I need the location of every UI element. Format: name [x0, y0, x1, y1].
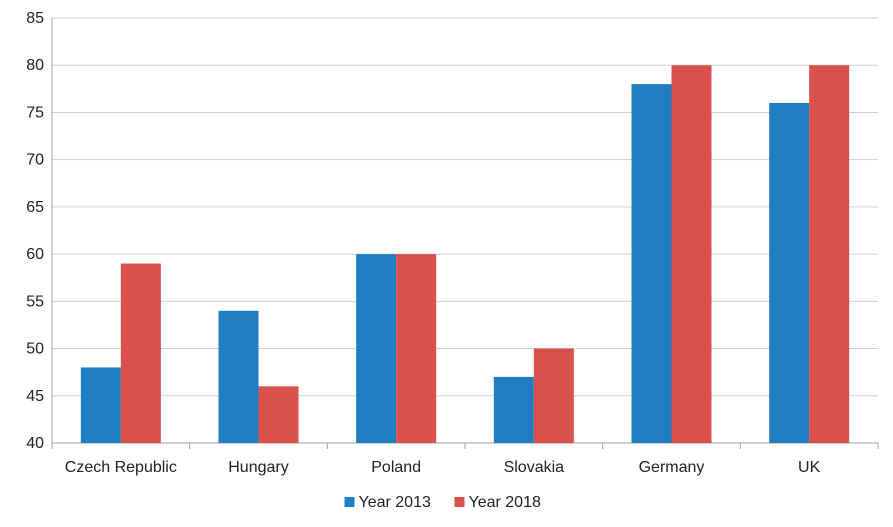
legend-item: Year 2013: [344, 494, 431, 511]
legend-swatch: [454, 497, 465, 507]
bars: [80, 65, 850, 443]
bar-uk-series-1: [809, 65, 850, 443]
x-tick-label: Poland: [371, 459, 421, 476]
legend-swatch: [344, 497, 355, 507]
y-tick-label: 50: [26, 341, 44, 358]
gridlines: [52, 17, 878, 444]
y-tick-label: 70: [26, 152, 44, 169]
bar-slovakia-series-1: [533, 348, 574, 443]
bar-czech-republic-series-1: [120, 263, 161, 443]
bar-hungary-series-0: [218, 310, 259, 443]
x-tick-label: Czech Republic: [65, 459, 177, 476]
y-tick-label: 45: [26, 388, 44, 405]
y-tick-label: 55: [26, 293, 44, 310]
bar-hungary-series-1: [258, 386, 299, 443]
bar-germany-series-1: [671, 65, 712, 443]
x-tick-label: Hungary: [228, 459, 288, 476]
y-tick-label: 65: [26, 199, 44, 216]
legend-label: Year 2018: [469, 494, 541, 511]
bar-poland-series-1: [396, 254, 437, 443]
y-tick-label: 80: [26, 57, 44, 74]
bar-czech-republic-series-0: [80, 367, 121, 443]
y-tick-label: 85: [26, 10, 44, 27]
bar-poland-series-0: [356, 254, 397, 443]
legend-item: Year 2018: [454, 494, 541, 511]
bar-slovakia-series-0: [493, 376, 534, 443]
x-tick-label: Germany: [639, 459, 705, 476]
y-tick-label: 60: [26, 246, 44, 263]
x-tick-label: UK: [798, 459, 821, 476]
y-tick-label: 75: [26, 104, 44, 121]
y-tick-label: 40: [26, 435, 44, 452]
x-tick-label: Slovakia: [504, 459, 565, 476]
bar-germany-series-0: [631, 84, 672, 443]
legend-label: Year 2013: [359, 494, 431, 511]
bar-uk-series-0: [769, 103, 810, 443]
legend: Year 2013 Year 2018: [344, 494, 541, 511]
y-axis-tick-labels: 40 45 50 55 60 65 70 75 80 85: [26, 10, 44, 452]
x-axis-tick-labels: Czech Republic Hungary Poland Slovakia Germa…: [65, 459, 821, 476]
